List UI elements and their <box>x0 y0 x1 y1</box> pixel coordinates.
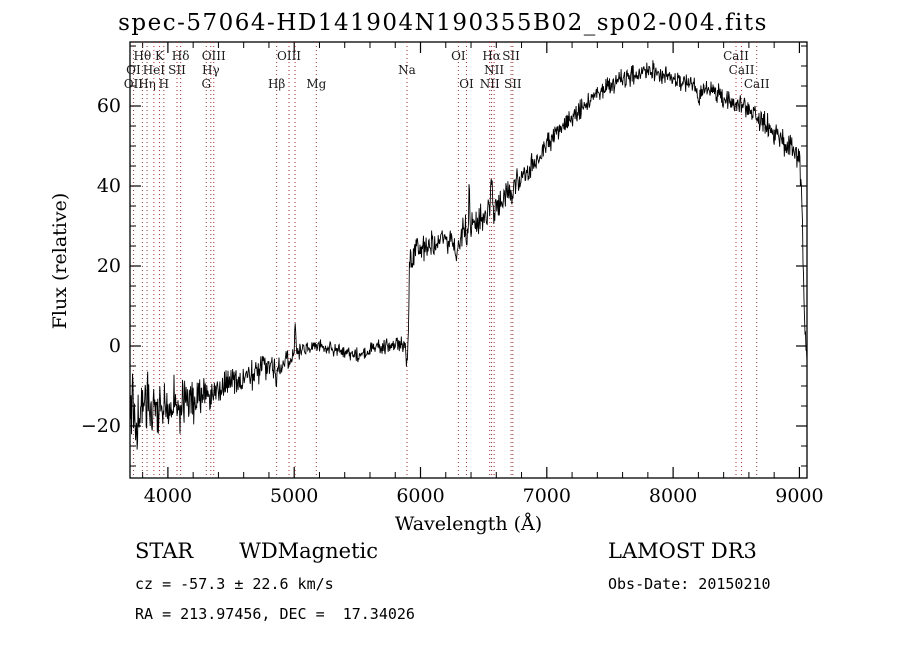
spectral-line-label: H <box>159 77 169 91</box>
spectral-line-label: Hβ <box>268 77 285 91</box>
spectral-line-label: Hα <box>482 49 501 63</box>
spectral-line-label: Hθ <box>134 49 152 63</box>
x-tick-label: 5000 <box>270 485 318 507</box>
ra-dec-value: RA = 213.97456, DEC = 17.34026 <box>135 605 415 623</box>
page-title: spec-57064-HD141904N190355B02_sp02-004.f… <box>118 10 768 36</box>
y-tick-label: 20 <box>97 255 121 277</box>
spectral-line-label: OIII <box>277 49 301 63</box>
spectral-line-label: Hγ <box>202 63 220 77</box>
spectral-line-label: Hδ <box>172 49 190 63</box>
spectral-line-label: NII <box>480 77 500 91</box>
spectral-line-label: OI <box>451 49 466 63</box>
object-type: STAR <box>135 539 194 563</box>
y-axis-label: Flux (relative) <box>49 192 71 330</box>
cz-value: cz = -57.3 ± 22.6 km/s <box>135 575 334 593</box>
y-tick-label: −20 <box>81 415 121 437</box>
spectral-line-label: K <box>155 49 165 63</box>
spectral-line-label: CaII <box>744 77 770 91</box>
spectral-line-label: OII <box>124 77 144 91</box>
spectral-line-label: G <box>201 77 211 91</box>
spectral-line-label: HeI <box>143 63 166 77</box>
x-tick-label: 6000 <box>396 485 444 507</box>
spectral-line-label: Hη <box>138 77 156 91</box>
y-tick-label: 0 <box>109 335 121 357</box>
spectral-line-label: CaII <box>729 63 755 77</box>
plot-frame <box>129 41 808 479</box>
spectral-line-label: OIII <box>202 49 226 63</box>
object-subclass: WDMagnetic <box>239 539 378 563</box>
x-tick-label: 8000 <box>649 485 697 507</box>
x-tick-label: 4000 <box>144 485 192 507</box>
spectral-line-label: NII <box>484 63 504 77</box>
survey-label: LAMOST DR3 <box>608 539 757 563</box>
x-tick-label: 7000 <box>523 485 571 507</box>
spectral-line-label: OI <box>126 63 141 77</box>
y-tick-label: 40 <box>97 175 121 197</box>
spectral-line-label: Na <box>398 63 416 77</box>
obs-date: Obs-Date: 20150210 <box>608 575 771 593</box>
x-tick-label: 9000 <box>775 485 823 507</box>
spectral-line-label: CaII <box>723 49 749 63</box>
spectral-line-label: OI <box>459 77 474 91</box>
y-tick-label: 60 <box>97 95 121 117</box>
spectral-line-label: Mg <box>306 77 326 91</box>
spectral-line-label: SII <box>168 63 186 77</box>
classification-line: STAR WDMagnetic <box>135 539 378 563</box>
spectral-line-label: SII <box>502 49 520 63</box>
spectrum-trace <box>129 60 808 450</box>
spectral-line-label: SII <box>504 77 522 91</box>
x-axis-label: Wavelength (Å) <box>394 513 543 535</box>
